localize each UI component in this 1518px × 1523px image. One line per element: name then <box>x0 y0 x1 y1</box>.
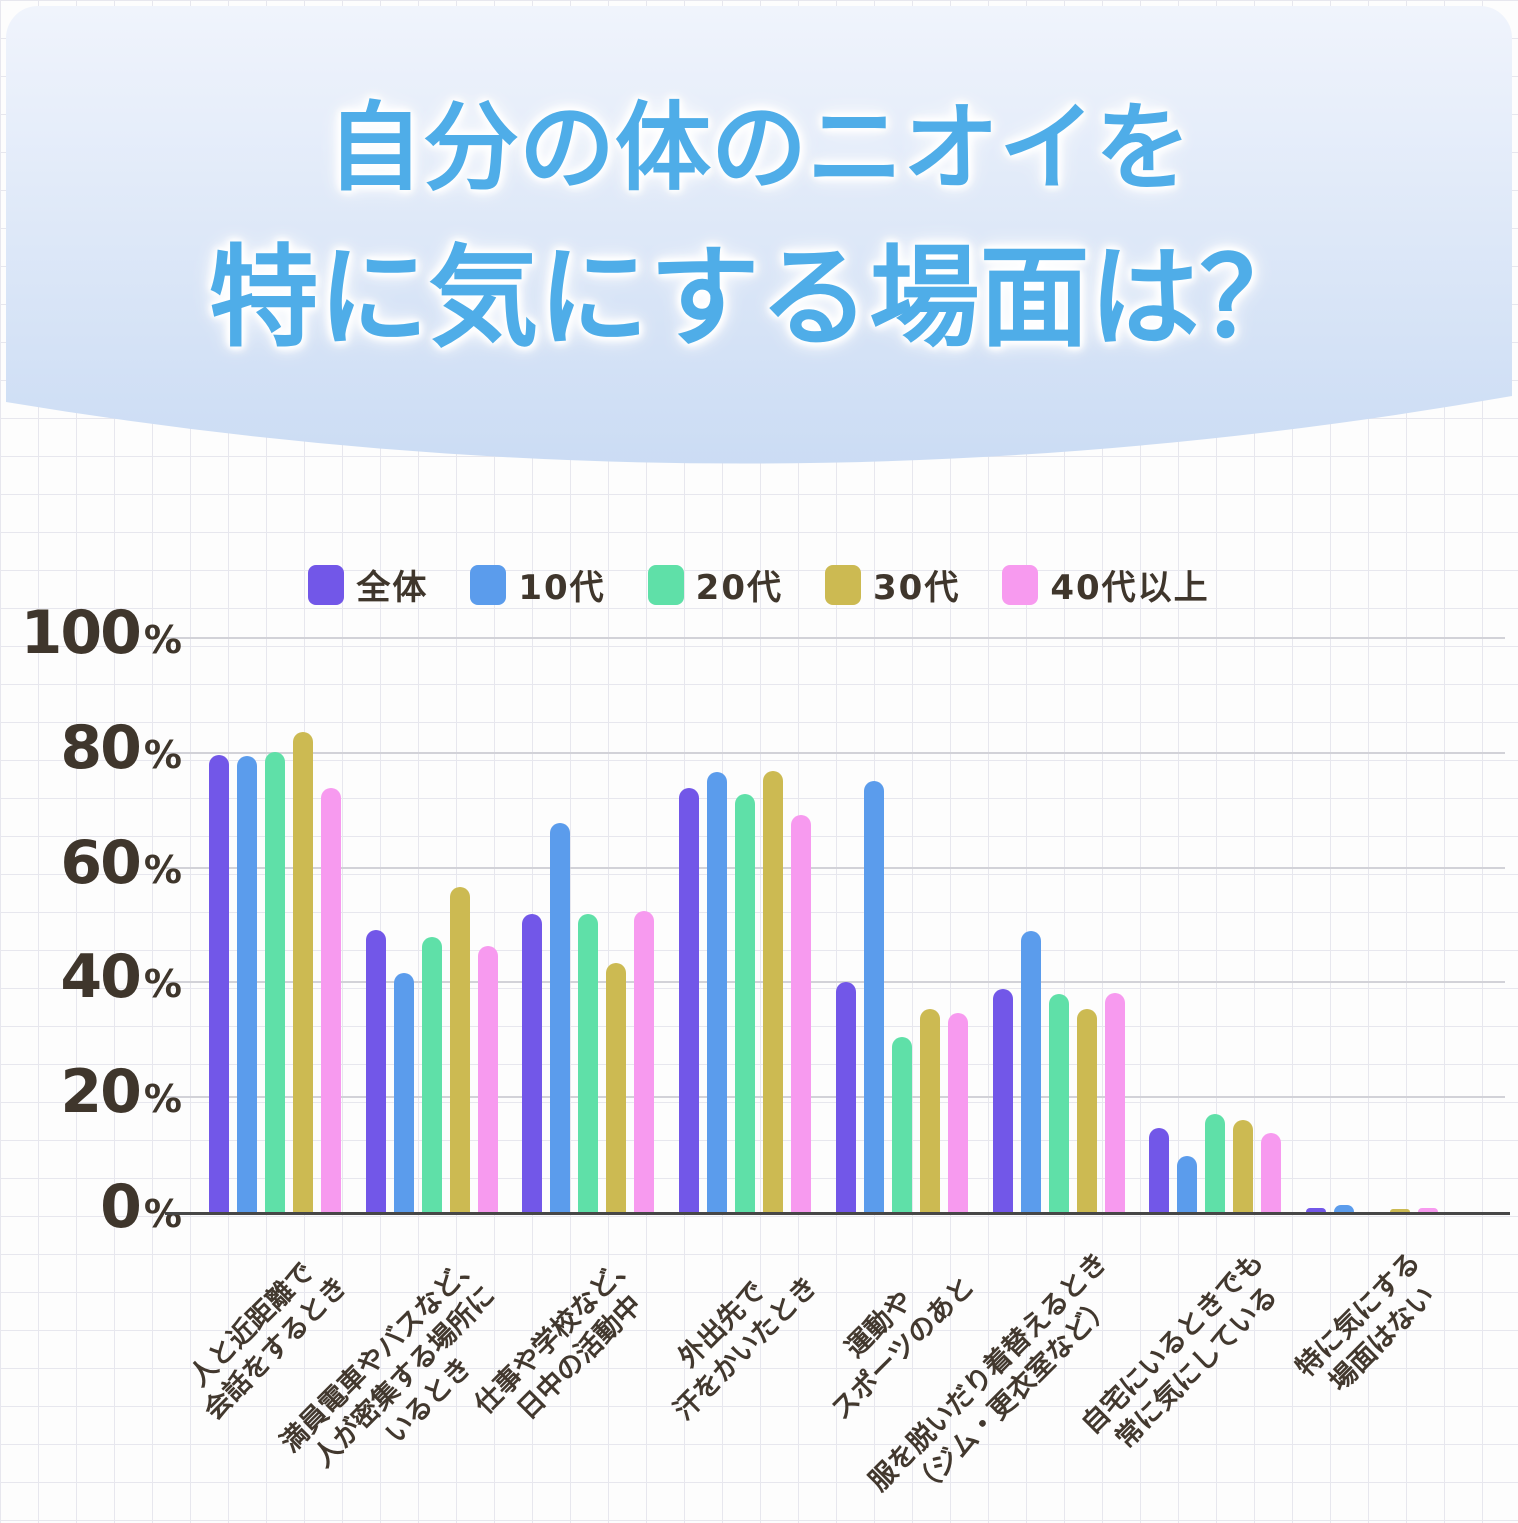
y-tick-value: 80 <box>60 712 141 783</box>
legend-swatch-all <box>308 564 345 605</box>
y-tick-unit: % <box>143 847 182 892</box>
legend-item-30s: 30代 <box>825 560 960 609</box>
bar-30代-cat6 <box>1076 1008 1097 1212</box>
legend-label-20s: 20代 <box>695 568 783 608</box>
bar-20代-cat6 <box>1048 993 1069 1212</box>
bar-20代-cat5 <box>891 1036 912 1212</box>
bar-全体-cat7 <box>1149 1128 1170 1212</box>
y-axis-tick-40: 40% <box>60 942 182 1012</box>
legend-swatch-40plus <box>1002 564 1039 605</box>
bar-40代以上-cat3 <box>634 911 655 1212</box>
bar-20代-cat3 <box>578 914 599 1212</box>
bar-10代-cat4 <box>707 771 728 1212</box>
bar-全体-cat2 <box>365 929 386 1212</box>
bar-20代-cat7 <box>1205 1114 1226 1212</box>
chart-title: 自分の体のニオイを 特に気にする場面は？ <box>0 86 1518 366</box>
bar-40代以上-cat5 <box>947 1013 968 1212</box>
legend-item-all: 全体 <box>308 560 428 609</box>
gridline-100 <box>165 637 1505 639</box>
bar-40代以上-cat1 <box>321 787 341 1212</box>
bar-10代-cat5 <box>863 780 884 1212</box>
gridline-40 <box>165 981 1505 984</box>
bar-30代-cat7 <box>1233 1119 1254 1212</box>
legend-item-20s: 20代 <box>647 560 783 609</box>
bar-全体-cat8 <box>1305 1207 1326 1212</box>
legend-label-all: 全体 <box>356 568 429 608</box>
bar-20代-cat2 <box>421 937 442 1212</box>
bar-30代-cat8 <box>1389 1208 1410 1212</box>
y-tick-unit: % <box>143 1077 182 1122</box>
y-axis-tick-0: 0% <box>100 1172 182 1242</box>
bar-10代-cat7 <box>1177 1156 1198 1212</box>
x-category-label-4: 外出先で 汗をかいたとき <box>643 1246 825 1428</box>
gridline-20 <box>165 1096 1505 1099</box>
bar-10代-cat1 <box>237 756 257 1212</box>
gridline-80 <box>165 751 1505 754</box>
bar-全体-cat3 <box>522 913 543 1212</box>
bar-全体-cat4 <box>679 787 700 1212</box>
y-axis-tick-80: 80% <box>60 713 182 783</box>
chart-legend: 全体 10代 20代 30代 40代以上 <box>0 560 1518 609</box>
y-tick-value: 60 <box>60 827 141 898</box>
legend-swatch-10s <box>470 564 507 605</box>
bar-30代-cat4 <box>763 771 784 1212</box>
bar-40代以上-cat4 <box>791 814 812 1212</box>
bar-10代-cat2 <box>393 972 414 1212</box>
y-tick-value: 40 <box>60 942 141 1013</box>
header-wave <box>6 6 1512 464</box>
bar-全体-cat1 <box>209 755 229 1212</box>
y-tick-unit: % <box>143 618 182 662</box>
bar-全体-cat6 <box>992 988 1013 1212</box>
x-category-label-8: 特に気にする 場面はない <box>1289 1246 1452 1409</box>
bar-20代-cat1 <box>265 752 285 1212</box>
chart-title-line2: 特に気にする場面は？ <box>208 232 1310 362</box>
y-tick-value: 100 <box>20 598 142 668</box>
bar-10代-cat3 <box>550 822 571 1212</box>
bar-40代以上-cat8 <box>1417 1207 1438 1212</box>
legend-swatch-30s <box>825 564 861 605</box>
chart-title-line1: 自分の体のニオイを <box>327 91 1191 204</box>
bar-40代以上-cat6 <box>1104 992 1125 1212</box>
gridline-60 <box>165 866 1505 869</box>
legend-label-30s: 30代 <box>873 568 961 608</box>
legend-item-10s: 10代 <box>470 560 605 609</box>
y-tick-unit: % <box>143 962 182 1007</box>
bar-30代-cat3 <box>606 963 627 1212</box>
y-axis-tick-100: 100% <box>21 598 182 668</box>
y-tick-value: 20 <box>60 1057 141 1128</box>
legend-item-40plus: 40代以上 <box>1002 560 1209 609</box>
bar-40代以上-cat7 <box>1261 1132 1282 1212</box>
y-axis-tick-20: 20% <box>60 1057 182 1127</box>
bar-全体-cat5 <box>835 981 856 1212</box>
bar-30代-cat5 <box>919 1008 940 1212</box>
bar-10代-cat6 <box>1020 931 1041 1212</box>
bar-40代以上-cat2 <box>477 945 498 1212</box>
bar-10代-cat8 <box>1333 1204 1354 1212</box>
legend-label-10s: 10代 <box>518 568 606 608</box>
y-axis-tick-60: 60% <box>60 828 182 898</box>
x-axis-line <box>165 1212 1510 1215</box>
y-tick-value: 0 <box>100 1172 142 1242</box>
y-tick-unit: % <box>143 732 182 777</box>
bar-20代-cat4 <box>735 793 756 1212</box>
legend-swatch-20s <box>647 564 684 605</box>
legend-label-40plus: 40代以上 <box>1050 568 1210 608</box>
bar-30代-cat1 <box>293 731 313 1212</box>
bar-30代-cat2 <box>449 887 470 1212</box>
